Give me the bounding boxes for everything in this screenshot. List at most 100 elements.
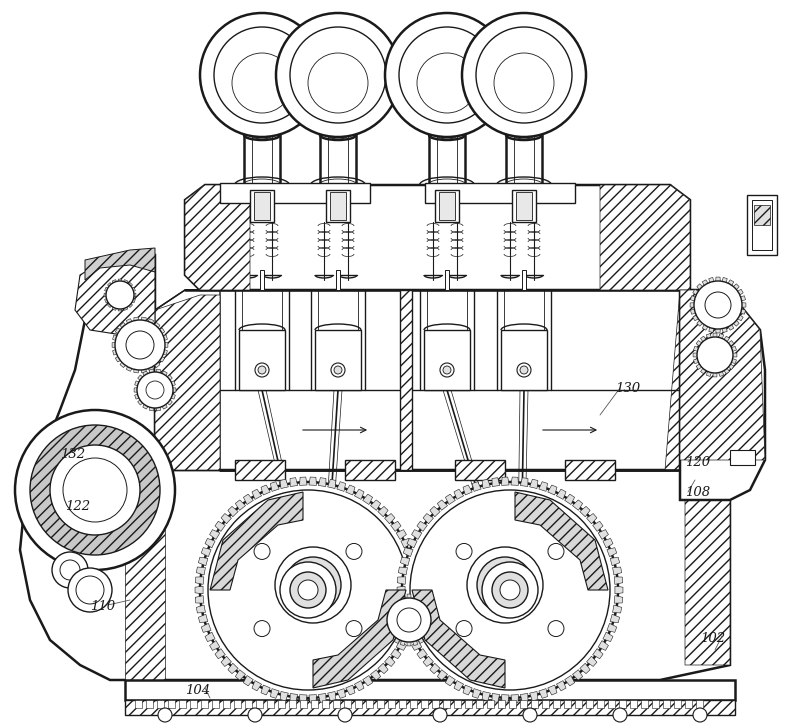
Polygon shape [243, 494, 254, 505]
Polygon shape [425, 605, 433, 612]
Polygon shape [565, 494, 574, 505]
Polygon shape [598, 530, 609, 539]
Text: 102: 102 [700, 631, 725, 644]
Polygon shape [346, 485, 355, 495]
Polygon shape [430, 663, 440, 673]
Text: 108: 108 [685, 486, 710, 499]
Circle shape [254, 620, 270, 636]
Polygon shape [370, 670, 381, 680]
Polygon shape [210, 530, 220, 539]
Circle shape [462, 13, 586, 137]
Polygon shape [163, 342, 168, 348]
Polygon shape [158, 355, 165, 362]
Polygon shape [709, 326, 714, 332]
Bar [157, 700, 164, 708]
Circle shape [440, 363, 454, 377]
Polygon shape [530, 691, 538, 701]
Bar [522, 270, 526, 290]
Circle shape [255, 363, 269, 377]
Polygon shape [252, 681, 262, 691]
Polygon shape [603, 539, 613, 548]
Polygon shape [383, 612, 390, 617]
Bar [597, 700, 604, 708]
Polygon shape [580, 506, 590, 517]
Polygon shape [383, 623, 390, 628]
Polygon shape [607, 623, 617, 632]
Polygon shape [511, 694, 518, 703]
Polygon shape [147, 365, 154, 371]
Polygon shape [215, 521, 226, 531]
Bar [685, 700, 692, 708]
Polygon shape [610, 614, 620, 623]
Polygon shape [378, 663, 388, 673]
Polygon shape [411, 641, 422, 650]
Polygon shape [685, 470, 730, 665]
Polygon shape [502, 694, 509, 703]
Bar [254, 192, 270, 220]
Bar [344, 700, 351, 708]
Polygon shape [709, 277, 714, 285]
Polygon shape [412, 639, 418, 646]
Polygon shape [727, 323, 734, 330]
Polygon shape [463, 485, 472, 495]
Polygon shape [593, 649, 603, 659]
Polygon shape [153, 322, 160, 329]
Polygon shape [210, 641, 220, 650]
Polygon shape [732, 319, 739, 327]
Polygon shape [337, 689, 346, 699]
Circle shape [613, 708, 627, 722]
Circle shape [494, 53, 554, 113]
Bar [322, 700, 329, 708]
Polygon shape [299, 477, 307, 485]
Polygon shape [118, 307, 122, 311]
Polygon shape [169, 393, 175, 399]
Polygon shape [125, 490, 165, 680]
Bar [619, 700, 626, 708]
Polygon shape [411, 530, 422, 539]
Polygon shape [385, 513, 395, 523]
Polygon shape [586, 656, 597, 667]
Bar [439, 192, 455, 220]
Bar [564, 700, 571, 708]
Circle shape [60, 560, 80, 580]
Polygon shape [482, 691, 490, 701]
Polygon shape [740, 303, 746, 307]
Circle shape [208, 490, 408, 690]
Bar [179, 700, 186, 708]
Bar [212, 700, 219, 708]
Polygon shape [693, 353, 699, 357]
Polygon shape [520, 478, 528, 487]
Polygon shape [412, 594, 418, 602]
Polygon shape [313, 590, 406, 688]
Bar [641, 700, 648, 708]
Polygon shape [107, 302, 113, 308]
Polygon shape [130, 298, 135, 303]
Polygon shape [407, 640, 411, 646]
Bar [575, 700, 582, 708]
Polygon shape [422, 633, 429, 640]
Bar [333, 700, 340, 708]
Polygon shape [147, 319, 154, 325]
Polygon shape [138, 375, 144, 382]
Bar [435, 190, 459, 222]
Circle shape [158, 708, 172, 722]
Polygon shape [722, 366, 730, 374]
Polygon shape [425, 628, 433, 635]
Polygon shape [171, 388, 176, 392]
Polygon shape [210, 492, 303, 590]
Bar [553, 700, 560, 708]
Bar [235, 460, 285, 480]
Polygon shape [196, 605, 206, 613]
Circle shape [15, 410, 175, 570]
Polygon shape [726, 340, 734, 348]
Circle shape [248, 708, 262, 722]
Circle shape [433, 708, 447, 722]
Polygon shape [428, 612, 434, 617]
Circle shape [290, 27, 386, 123]
Polygon shape [280, 691, 288, 701]
Polygon shape [386, 605, 393, 612]
Circle shape [443, 366, 451, 374]
Polygon shape [417, 597, 424, 604]
Polygon shape [396, 530, 406, 539]
Polygon shape [309, 694, 317, 703]
